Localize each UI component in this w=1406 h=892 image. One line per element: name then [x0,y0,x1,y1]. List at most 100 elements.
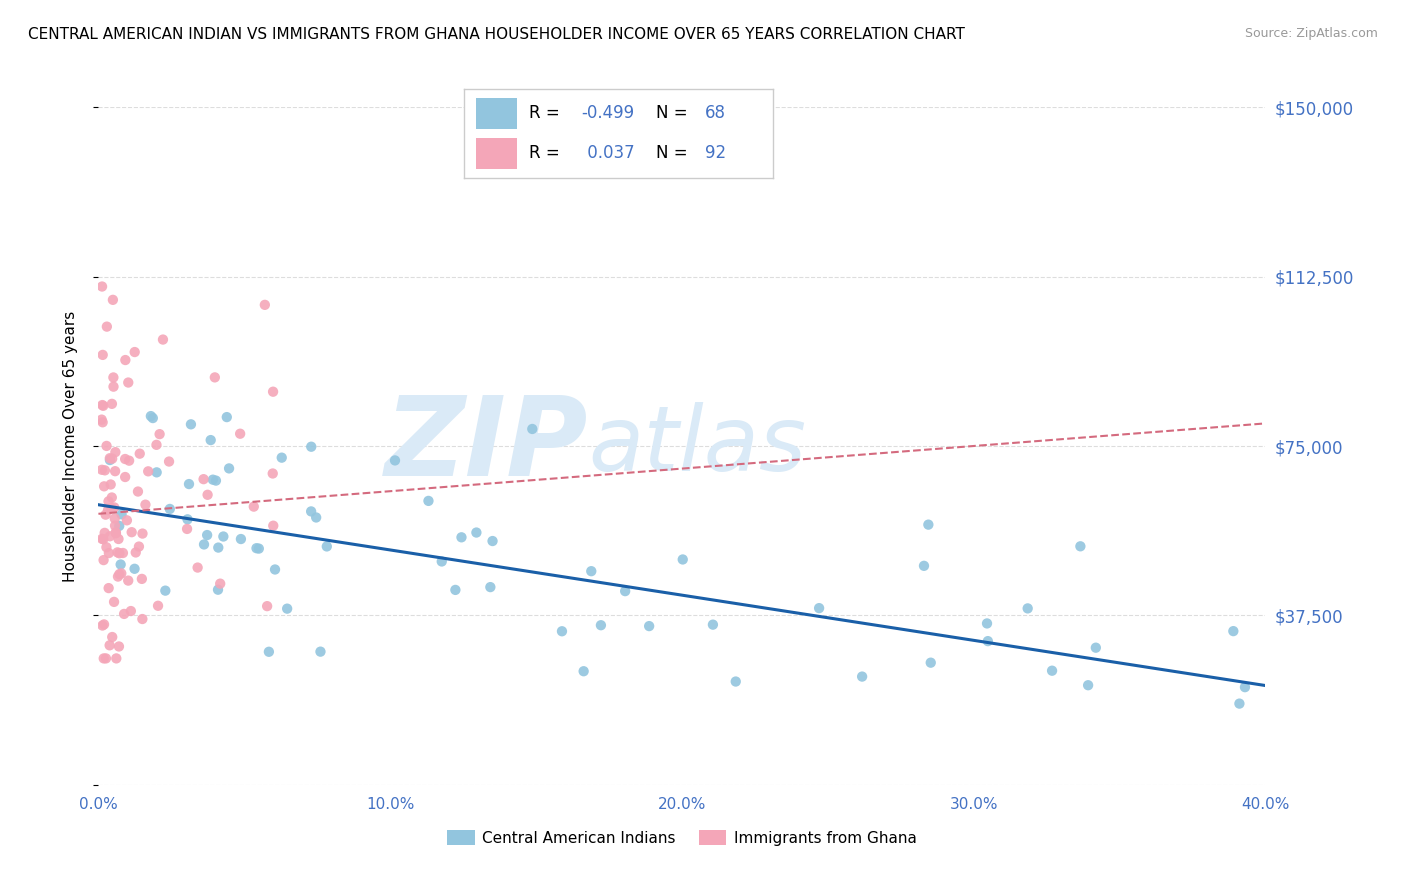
Point [589,618,612,632]
Point [108,519,131,533]
Point [253,298,276,312]
Point [481,534,503,549]
Point [256,599,278,614]
Point [101,293,124,307]
Point [572,665,595,679]
Point [101,491,124,505]
Point [1017,601,1039,615]
Point [270,450,292,465]
Point [200,433,222,447]
Point [977,634,1000,648]
Point [97,581,120,595]
Point [299,440,322,454]
Point [90,463,112,477]
Point [309,645,332,659]
Point [91,398,114,412]
Point [479,580,502,594]
Point [257,645,280,659]
Point [91,399,114,413]
Point [131,526,153,541]
Point [108,546,131,560]
Point [229,426,252,441]
Point [264,562,287,576]
Point [100,477,122,491]
Point [146,599,169,613]
Point [522,422,544,436]
Point [157,454,180,468]
Point [299,504,322,518]
Point [207,541,229,555]
Point [124,345,146,359]
Text: CENTRAL AMERICAN INDIAN VS IMMIGRANTS FROM GHANA HOUSEHOLDER INCOME OVER 65 YEAR: CENTRAL AMERICAN INDIAN VS IMMIGRANTS FR… [28,27,965,42]
Point [305,510,328,524]
Point [195,528,218,542]
Point [96,439,118,453]
Point [152,333,174,347]
Point [117,574,139,588]
Point [91,415,114,429]
Point [117,376,139,390]
Point [917,517,939,532]
Point [1069,539,1091,553]
Point [193,537,215,551]
Point [91,348,114,362]
Point [103,379,125,393]
Point [112,607,135,621]
Point [262,384,284,399]
Point [91,532,114,546]
Point [159,502,181,516]
Point [149,427,172,442]
Point [672,552,695,566]
Point [94,508,117,522]
Point [315,540,337,554]
Point [384,453,406,467]
Point [103,370,125,384]
Point [124,562,146,576]
Point [247,541,270,556]
Point [155,583,177,598]
Point [121,525,143,540]
Point [193,472,215,486]
Point [614,584,637,599]
Point [131,612,153,626]
Point [94,463,117,477]
Point [262,518,284,533]
Point [976,616,998,631]
Text: -0.499: -0.499 [582,104,634,122]
Point [1229,697,1251,711]
Text: atlas: atlas [589,402,807,490]
Point [145,466,167,480]
Point [97,503,120,517]
Point [177,477,200,491]
Y-axis label: Householder Income Over 65 years: Householder Income Over 65 years [63,310,77,582]
Point [120,604,142,618]
Point [101,451,124,466]
Point [920,656,942,670]
Point [98,638,121,652]
Legend: Central American Indians, Immigrants from Ghana: Central American Indians, Immigrants fro… [441,823,922,852]
Point [207,582,229,597]
Point [702,617,724,632]
Point [91,279,114,293]
Point [93,651,115,665]
Point [98,453,121,467]
Point [104,445,127,459]
Point [450,530,472,544]
Point [262,467,284,481]
Point [215,410,238,425]
Point [114,470,136,484]
Text: 92: 92 [706,145,727,162]
Point [107,545,129,559]
Point [104,511,127,525]
Point [125,545,148,559]
Point [851,670,873,684]
Point [204,370,226,384]
Point [100,500,122,515]
Point [243,500,266,514]
Point [93,479,115,493]
Point [229,532,252,546]
Point [96,319,118,334]
Text: R =: R = [529,145,565,162]
Point [91,618,114,632]
Point [101,397,124,411]
